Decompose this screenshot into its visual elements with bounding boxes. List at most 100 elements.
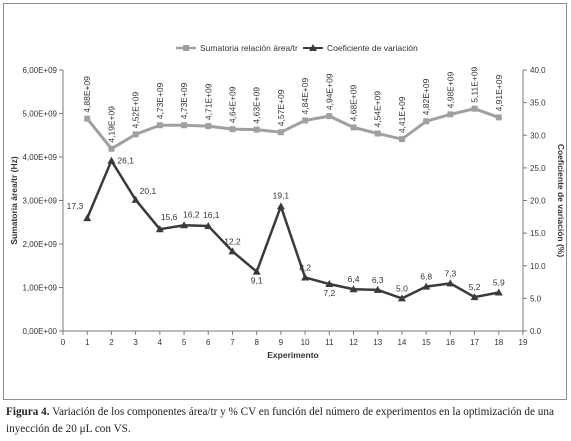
x-tick-label: 7 bbox=[230, 338, 235, 347]
data-point-sumatoria bbox=[229, 126, 236, 133]
data-point-sumatoria bbox=[253, 126, 260, 133]
x-tick-label: 5 bbox=[182, 338, 187, 347]
data-label-coeficiente: 8,2 bbox=[299, 262, 311, 272]
x-tick-label: 0 bbox=[61, 338, 66, 347]
y-left-tick-label: 4,00E+09 bbox=[23, 153, 58, 162]
data-point-sumatoria bbox=[205, 123, 212, 130]
y-right-axis-title: Coeficiente de variación (%) bbox=[556, 144, 566, 258]
data-label-coeficiente: 26,1 bbox=[117, 156, 134, 166]
x-tick-label: 3 bbox=[133, 338, 138, 347]
y-left-tick-label: 5,00E+09 bbox=[23, 110, 58, 119]
data-point-coeficiente bbox=[252, 267, 261, 275]
data-label-coeficiente: 17,3 bbox=[67, 201, 84, 211]
x-tick-label: 10 bbox=[301, 338, 310, 347]
data-point-coeficiente bbox=[301, 273, 310, 281]
data-point-coeficiente bbox=[131, 195, 140, 203]
y-right-tick-label: 20.0 bbox=[530, 197, 546, 206]
x-tick-label: 11 bbox=[325, 338, 334, 347]
data-point-coeficiente bbox=[276, 202, 285, 210]
data-label-coeficiente: 9,1 bbox=[251, 276, 263, 286]
data-label-sumatoria: 4,94E+09 bbox=[324, 73, 334, 110]
y-right-tick-label: 25.0 bbox=[530, 164, 546, 173]
data-label-sumatoria: 4,64E+09 bbox=[227, 86, 237, 123]
data-label-coeficiente: 6,8 bbox=[420, 272, 432, 282]
x-tick-label: 14 bbox=[397, 338, 406, 347]
series-line-coeficiente bbox=[86, 157, 500, 300]
data-point-sumatoria bbox=[326, 113, 333, 120]
data-point-coeficiente bbox=[180, 221, 189, 229]
legend: Sumatoria relación área/tr Coeficiente de… bbox=[176, 43, 418, 53]
y-right-tick-label: 10.0 bbox=[530, 262, 546, 271]
x-tick-label: 16 bbox=[446, 338, 455, 347]
data-label-coeficiente: 5,9 bbox=[493, 278, 505, 288]
data-point-sumatoria bbox=[181, 122, 188, 129]
data-labels-sumatoria: 4,88E+09 4,19E+09 4,52E+09 4,73E+09 4,73E+09… bbox=[82, 66, 504, 142]
data-point-sumatoria bbox=[423, 118, 430, 125]
data-point-sumatoria bbox=[447, 111, 454, 118]
data-label-sumatoria: 4,63E+09 bbox=[252, 87, 262, 124]
x-tick-label: 15 bbox=[422, 338, 431, 347]
y-right-tick-label: 40.0 bbox=[530, 66, 546, 75]
data-point-coeficiente bbox=[397, 294, 406, 302]
data-label-coeficiente: 7,3 bbox=[444, 268, 456, 278]
data-label-sumatoria: 4,88E+09 bbox=[82, 76, 92, 113]
data-point-coeficiente bbox=[107, 156, 116, 164]
x-tick-label: 19 bbox=[519, 338, 528, 347]
x-tick-label: 18 bbox=[494, 338, 503, 347]
data-label-sumatoria: 4,73E+09 bbox=[179, 82, 189, 119]
data-label-coeficiente: 5,2 bbox=[469, 282, 481, 292]
data-point-coeficiente bbox=[470, 293, 479, 301]
data-point-coeficiente bbox=[446, 279, 455, 287]
x-tick-label: 2 bbox=[109, 338, 114, 347]
legend-label-coeficiente: Coeficiente de variación bbox=[327, 43, 418, 53]
data-point-sumatoria bbox=[302, 117, 309, 124]
x-axis-title: Experimento bbox=[267, 350, 319, 360]
series-coeficiente bbox=[83, 156, 503, 302]
data-label-coeficiente: 12,2 bbox=[224, 236, 241, 246]
data-label-coeficiente: 6,4 bbox=[348, 274, 360, 284]
x-tick-label: 17 bbox=[470, 338, 479, 347]
axes: 0 1 2 3 4 5 6 7 8 9 10 11 12 13 14 15 16 17 18 190,00E+001,… bbox=[9, 66, 566, 360]
x-tick-label: 1 bbox=[85, 338, 90, 347]
data-point-sumatoria bbox=[495, 114, 502, 121]
data-label-sumatoria: 4,19E+09 bbox=[106, 106, 116, 143]
data-point-sumatoria bbox=[398, 136, 405, 143]
chart: Sumatoria relación área/tr Coeficiente de… bbox=[9, 43, 566, 360]
y-right-tick-label: 15.0 bbox=[530, 229, 546, 238]
caption-label: Figura 4. bbox=[6, 406, 50, 418]
caption-text: Variación de los componentes área/tr y %… bbox=[6, 406, 554, 435]
data-point-coeficiente bbox=[204, 221, 213, 229]
data-label-sumatoria: 4,73E+09 bbox=[155, 82, 165, 119]
x-tick-label: 12 bbox=[349, 338, 358, 347]
data-label-coeficiente: 5,0 bbox=[396, 283, 408, 293]
data-label-sumatoria: 4,71E+09 bbox=[203, 83, 213, 120]
data-point-sumatoria bbox=[156, 122, 163, 129]
y-left-tick-label: 3,00E+09 bbox=[23, 197, 58, 206]
data-point-sumatoria bbox=[471, 105, 478, 112]
data-point-sumatoria bbox=[350, 124, 357, 131]
data-point-coeficiente bbox=[349, 285, 358, 293]
data-label-sumatoria: 4,52E+09 bbox=[131, 91, 141, 128]
y-right-tick-label: 30.0 bbox=[530, 131, 546, 140]
data-point-coeficiente bbox=[228, 247, 237, 255]
series-sumatoria bbox=[84, 105, 502, 152]
legend-marker-coeficiente bbox=[309, 44, 317, 51]
data-label-sumatoria: 4,41E+09 bbox=[397, 96, 407, 133]
data-label-sumatoria: 4,98E+09 bbox=[445, 71, 455, 108]
data-label-coeficiente: 16,2 bbox=[183, 209, 200, 219]
x-tick-label: 6 bbox=[206, 338, 211, 347]
data-point-sumatoria bbox=[84, 115, 91, 122]
data-label-sumatoria: 4,68E+09 bbox=[349, 85, 359, 122]
y-left-axis-title: Sumatoria área/tr (Hz) bbox=[9, 156, 19, 244]
x-tick-label: 13 bbox=[373, 338, 382, 347]
figure-frame bbox=[3, 3, 567, 400]
data-point-coeficiente bbox=[325, 280, 334, 288]
data-label-sumatoria: 5,11E+09 bbox=[470, 66, 480, 102]
data-point-coeficiente bbox=[83, 214, 92, 222]
data-point-sumatoria bbox=[374, 130, 381, 137]
data-point-coeficiente bbox=[155, 225, 164, 233]
y-right-tick-label: 35.0 bbox=[530, 99, 546, 108]
data-label-sumatoria: 4,91E+09 bbox=[494, 75, 504, 112]
data-labels-coeficiente: 17,3 26,1 20,1 15,6 16,2 16,1 12,2 9,1 19,1 8,2 7,… bbox=[67, 156, 505, 298]
data-label-coeficiente: 16,1 bbox=[203, 210, 220, 220]
